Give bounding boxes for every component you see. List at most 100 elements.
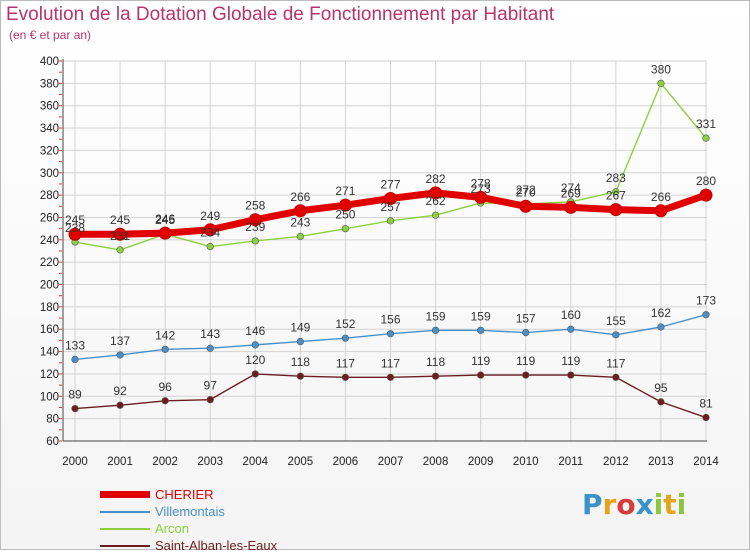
y-tick-label: 380 xyxy=(40,78,59,90)
data-label: 271 xyxy=(335,184,355,198)
data-point xyxy=(384,191,397,205)
y-tick-label: 120 xyxy=(40,369,59,381)
data-label: 97 xyxy=(204,379,218,393)
data-label: 89 xyxy=(68,388,82,402)
data-point xyxy=(567,371,575,379)
x-tick-label: 2009 xyxy=(468,456,494,468)
data-label: 245 xyxy=(110,213,130,227)
data-label: 160 xyxy=(561,308,581,322)
chart-title: Evolution de la Dotation Globale de Fonc… xyxy=(6,4,555,25)
proxiti-logo: Proxiti xyxy=(582,488,687,521)
data-point xyxy=(702,311,710,319)
data-point xyxy=(699,188,713,202)
data-point xyxy=(386,217,395,225)
data-label: 239 xyxy=(245,220,265,234)
data-label: 152 xyxy=(335,317,355,331)
data-point xyxy=(474,190,488,204)
data-point xyxy=(657,398,665,406)
data-point xyxy=(612,188,620,196)
data-point xyxy=(296,372,304,380)
data-point xyxy=(296,337,304,346)
data-point xyxy=(293,204,307,218)
y-tick-label: 360 xyxy=(40,101,59,113)
data-label: 95 xyxy=(654,381,668,395)
data-label: 149 xyxy=(290,321,310,335)
y-tick-label: 400 xyxy=(40,56,59,68)
y-tick-label: 180 xyxy=(40,302,59,314)
data-label: 267 xyxy=(606,189,626,203)
data-point xyxy=(296,232,304,241)
data-label: 283 xyxy=(606,171,626,185)
data-label: 159 xyxy=(426,309,446,323)
legend-label: CHERIER xyxy=(155,487,214,502)
x-tick-label: 2002 xyxy=(152,456,178,468)
data-point xyxy=(567,325,575,333)
data-point xyxy=(206,344,214,352)
y-tick-label: 340 xyxy=(40,123,59,135)
legend-label: Saint-Alban-les-Eaux xyxy=(155,538,278,553)
data-label: 331 xyxy=(696,117,716,131)
x-tick-label: 2000 xyxy=(62,456,88,468)
data-label: 278 xyxy=(471,176,491,190)
data-point xyxy=(248,213,262,227)
data-point xyxy=(519,199,533,213)
legend-swatch xyxy=(100,491,150,498)
data-label: 262 xyxy=(426,194,446,208)
legend-swatch xyxy=(100,511,150,513)
legend-label: Arcon xyxy=(155,521,189,536)
x-tick-label: 2010 xyxy=(513,456,539,468)
data-label: 273 xyxy=(471,182,491,196)
data-label: 243 xyxy=(290,215,310,229)
data-label: 146 xyxy=(245,324,265,338)
y-tick-label: 80 xyxy=(46,414,59,426)
data-point xyxy=(113,227,127,241)
data-label: 250 xyxy=(335,208,355,222)
data-label: 277 xyxy=(380,177,400,191)
x-tick-label: 2004 xyxy=(242,456,268,468)
data-point xyxy=(386,330,395,338)
data-label: 245 xyxy=(155,213,175,227)
y-tick-label: 280 xyxy=(40,190,59,202)
data-point xyxy=(522,328,530,337)
data-label: 266 xyxy=(651,190,671,204)
data-label: 119 xyxy=(516,354,535,368)
data-label: 118 xyxy=(291,355,310,369)
data-label: 269 xyxy=(561,186,581,200)
chart-subtitle: (en € et par an) xyxy=(9,28,92,42)
data-point xyxy=(251,237,259,245)
data-label: 270 xyxy=(516,185,536,199)
data-point xyxy=(161,345,169,353)
x-tick-label: 2006 xyxy=(333,456,359,468)
data-point xyxy=(341,373,350,381)
data-label: 117 xyxy=(381,356,400,370)
data-point xyxy=(206,242,214,251)
data-label: 258 xyxy=(245,199,265,213)
data-label: 274 xyxy=(561,181,581,195)
data-point xyxy=(206,396,214,404)
data-label: 282 xyxy=(426,172,446,186)
x-tick-label: 2007 xyxy=(378,456,404,468)
data-label: 280 xyxy=(696,174,716,188)
data-point xyxy=(702,413,710,422)
data-point xyxy=(386,373,395,381)
data-label: 231 xyxy=(110,229,130,243)
data-label: 380 xyxy=(651,62,671,76)
data-label: 81 xyxy=(699,397,713,411)
data-point xyxy=(477,371,485,379)
data-point xyxy=(654,204,668,218)
data-label: 118 xyxy=(426,355,445,369)
data-label: 117 xyxy=(336,356,355,370)
data-label: 143 xyxy=(200,327,220,341)
y-tick-label: 300 xyxy=(40,168,59,180)
data-label: 249 xyxy=(200,209,220,223)
data-point xyxy=(564,200,578,214)
data-label: 92 xyxy=(113,384,127,398)
data-point xyxy=(702,134,710,142)
y-tick-label: 220 xyxy=(40,257,59,269)
data-point xyxy=(431,211,440,219)
data-label: 119 xyxy=(561,354,580,368)
y-tick-label: 100 xyxy=(40,391,59,403)
data-point xyxy=(477,326,485,334)
data-label: 246 xyxy=(155,212,175,226)
data-point xyxy=(251,341,259,349)
